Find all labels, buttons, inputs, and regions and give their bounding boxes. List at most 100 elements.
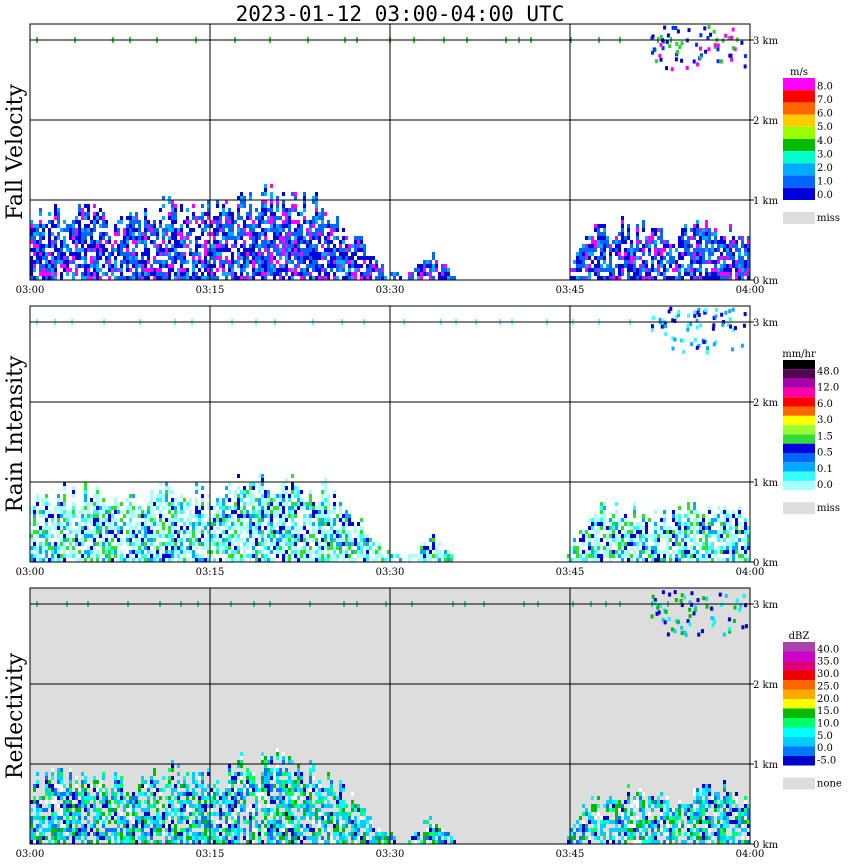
precip-pixel [273,534,276,538]
precip-pixel [123,260,126,264]
precip-pixel [198,840,201,844]
precip-pixel [693,224,696,228]
precip-pixel [150,836,153,840]
precip-pixel [267,518,270,522]
precip-pixel [105,510,108,514]
precip-pixel [168,542,171,546]
precip-pixel [195,502,198,506]
precip-pixel [318,216,321,220]
precip-pixel [699,236,702,240]
precip-pixel [426,260,429,264]
precip-pixel [294,558,297,562]
precip-pixel [84,260,87,264]
precip-pixel [93,546,96,550]
precip-pixel [660,260,663,264]
precip-pixel [363,558,366,562]
precip-pixel [339,530,342,534]
precip-pixel [264,268,267,272]
precip-pixel [345,244,348,248]
upper-echo-pixel [673,319,677,324]
precip-pixel [111,526,114,530]
precip-pixel [93,240,96,244]
precip-pixel [339,260,342,264]
precip-pixel [243,240,246,244]
precip-pixel [291,244,294,248]
precip-pixel [42,530,45,534]
precip-pixel [171,546,174,550]
precip-pixel [708,276,711,280]
precip-pixel [165,248,168,252]
precip-pixel [633,510,636,514]
precip-pixel [93,780,96,784]
precip-pixel [297,506,300,510]
precip-pixel [99,542,102,546]
precip-pixel [723,268,726,272]
precip-pixel [273,240,276,244]
precip-pixel [732,244,735,248]
precip-pixel [588,534,591,538]
precip-pixel [132,494,135,498]
precip-pixel [600,502,603,506]
precip-pixel [288,224,291,228]
upper-echo-pixel [663,322,667,327]
precip-pixel [246,510,249,514]
precip-pixel [741,554,744,558]
upper-echo-pixel [690,342,694,347]
precip-pixel [576,558,579,562]
precip-pixel [162,232,165,236]
precip-pixel [183,522,186,526]
precip-pixel [138,232,141,236]
precip-pixel [372,268,375,272]
precip-pixel [363,244,366,248]
upper-echo-pixel [651,34,655,39]
precip-pixel [651,534,654,538]
precip-pixel [357,240,360,244]
precip-pixel [417,276,420,280]
precip-pixel [30,510,33,514]
precip-pixel [387,550,390,554]
precip-pixel [117,542,120,546]
precip-pixel [288,248,291,252]
precip-pixel [120,268,123,272]
precip-pixel [90,228,93,232]
precip-pixel [84,836,87,840]
precip-pixel [609,522,612,526]
precip-pixel [126,534,129,538]
precip-pixel [615,502,618,506]
legend-swatch [783,102,815,115]
precip-pixel [177,820,180,824]
precip-pixel [432,554,435,558]
precip-pixel [744,530,747,534]
precip-pixel [309,252,312,256]
precip-pixel [249,530,252,534]
precip-pixel [72,510,75,514]
precip-pixel [630,252,633,256]
precip-pixel [309,240,312,244]
precip-pixel [327,546,330,550]
precip-pixel [348,264,351,268]
precip-pixel [267,244,270,248]
precip-pixel [135,276,138,280]
legend-swatch [783,453,815,463]
precip-pixel [216,256,219,260]
precip-pixel [36,534,39,538]
precip-pixel [165,490,168,494]
precip-pixel [54,526,57,530]
precip-pixel [111,832,114,836]
precip-pixel [594,542,597,546]
precip-pixel [165,494,168,498]
precip-pixel [72,816,75,820]
precip-pixel [108,546,111,550]
precip-pixel [633,252,636,256]
precip-pixel [291,268,294,272]
precip-pixel [54,204,57,208]
precip-pixel [264,220,267,224]
upper-echo-pixel [671,318,675,323]
precip-pixel [201,534,204,538]
precip-pixel [105,534,108,538]
precip-pixel [228,260,231,264]
precip-pixel [432,538,435,542]
precip-pixel [141,522,144,526]
precip-pixel [207,792,210,796]
precip-pixel [171,764,174,768]
